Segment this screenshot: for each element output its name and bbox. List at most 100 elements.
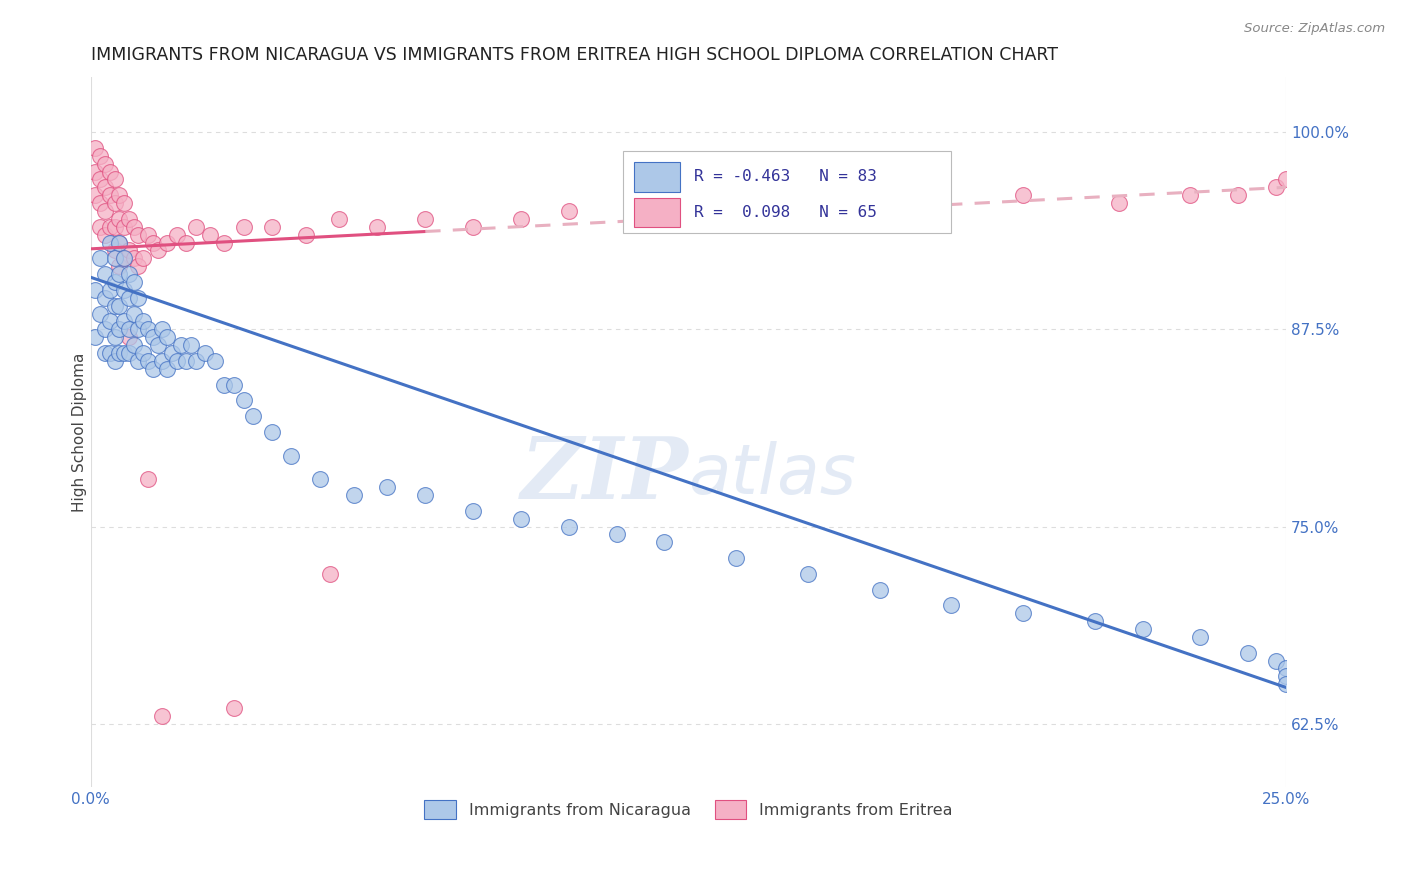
Point <box>160 346 183 360</box>
Point <box>166 227 188 242</box>
Point <box>146 244 169 258</box>
Point <box>262 425 284 439</box>
Point <box>103 219 125 234</box>
Point <box>112 346 135 360</box>
Point <box>1275 172 1298 186</box>
Point <box>136 322 159 336</box>
Point <box>94 156 117 170</box>
Point <box>222 701 245 715</box>
Point <box>1265 654 1288 668</box>
Point <box>136 354 159 368</box>
Point <box>112 252 135 266</box>
Point <box>108 211 131 226</box>
Point <box>214 235 236 250</box>
Point <box>112 314 135 328</box>
Point <box>84 141 107 155</box>
Point <box>94 267 117 281</box>
Point <box>94 204 117 219</box>
Point <box>89 219 111 234</box>
Point <box>797 196 820 211</box>
Point <box>204 354 226 368</box>
Point <box>122 275 145 289</box>
Point <box>84 164 107 178</box>
Point <box>98 188 121 202</box>
Point <box>112 283 135 297</box>
Point <box>108 188 131 202</box>
Point <box>103 172 125 186</box>
Text: R = -0.463   N = 83: R = -0.463 N = 83 <box>695 169 877 185</box>
Point <box>797 566 820 581</box>
Point <box>941 599 963 613</box>
Point <box>84 283 107 297</box>
Point <box>89 172 111 186</box>
Point <box>1012 188 1035 202</box>
Point <box>142 330 165 344</box>
Point <box>342 488 364 502</box>
Point <box>122 338 145 352</box>
Point <box>122 306 145 320</box>
Point <box>89 306 111 320</box>
Point <box>1275 661 1298 675</box>
Point <box>1012 607 1035 621</box>
Point <box>108 259 131 273</box>
Point <box>180 338 202 352</box>
Point <box>112 252 135 266</box>
Point <box>94 180 117 194</box>
Point <box>89 196 111 211</box>
Point <box>98 235 121 250</box>
Point <box>94 346 117 360</box>
Point <box>89 149 111 163</box>
Point <box>108 235 131 250</box>
Point <box>1236 646 1258 660</box>
Point <box>132 314 155 328</box>
Y-axis label: High School Diploma: High School Diploma <box>72 352 87 511</box>
Point <box>150 354 173 368</box>
Point <box>108 267 131 281</box>
Text: Source: ZipAtlas.com: Source: ZipAtlas.com <box>1244 22 1385 36</box>
Point <box>232 393 254 408</box>
Point <box>127 227 149 242</box>
Point <box>606 527 628 541</box>
Point <box>136 227 159 242</box>
Point <box>103 244 125 258</box>
Point <box>112 219 135 234</box>
Point <box>893 196 915 211</box>
Point <box>84 188 107 202</box>
Point <box>108 299 131 313</box>
Point <box>280 449 302 463</box>
Point <box>463 219 485 234</box>
Point <box>122 219 145 234</box>
Point <box>194 346 217 360</box>
Point <box>127 354 149 368</box>
Point <box>84 330 107 344</box>
Point <box>103 252 125 266</box>
Point <box>132 252 155 266</box>
Point <box>375 480 398 494</box>
Point <box>156 361 179 376</box>
Point <box>558 204 581 219</box>
Point <box>1188 630 1211 644</box>
Point <box>98 164 121 178</box>
Point <box>174 354 197 368</box>
Point <box>725 551 748 566</box>
Point <box>222 377 245 392</box>
Point <box>1275 677 1298 691</box>
Point <box>156 330 179 344</box>
Point <box>98 314 121 328</box>
Point <box>1084 614 1107 628</box>
FancyBboxPatch shape <box>623 152 952 233</box>
Point <box>118 330 141 344</box>
Point <box>869 582 891 597</box>
Point <box>98 346 121 360</box>
Legend: Immigrants from Nicaragua, Immigrants from Eritrea: Immigrants from Nicaragua, Immigrants fr… <box>418 794 959 825</box>
Point <box>103 275 125 289</box>
Point <box>118 211 141 226</box>
Point <box>118 291 141 305</box>
Text: IMMIGRANTS FROM NICARAGUA VS IMMIGRANTS FROM ERITREA HIGH SCHOOL DIPLOMA CORRELA: IMMIGRANTS FROM NICARAGUA VS IMMIGRANTS … <box>90 46 1057 64</box>
Point <box>242 409 264 423</box>
Point <box>309 472 332 486</box>
Point <box>1132 622 1154 636</box>
Point <box>1265 180 1288 194</box>
Point <box>103 196 125 211</box>
Point <box>294 227 316 242</box>
